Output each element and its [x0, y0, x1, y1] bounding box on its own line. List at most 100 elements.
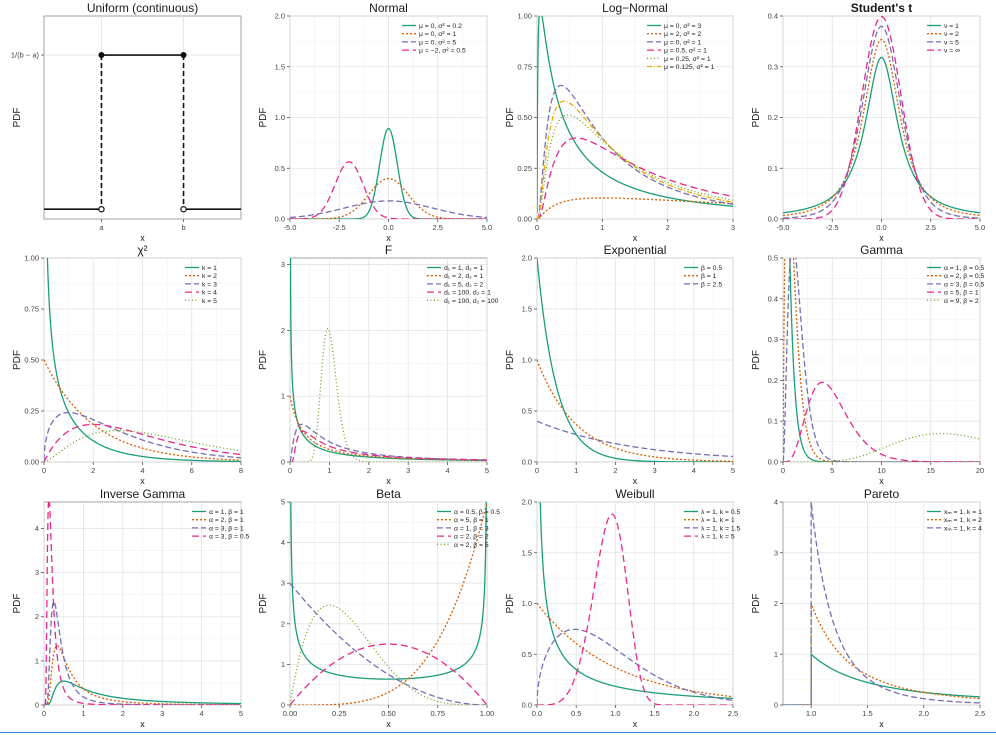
legend-label: λ = 1, k = 5 — [701, 534, 735, 541]
y-tick-label: 0.2 — [768, 376, 778, 385]
x-tick-label: 2 — [613, 466, 617, 475]
legend-label: k = 2 — [202, 273, 217, 280]
legend-label: α = 0.5, β = 0.5 — [454, 509, 500, 516]
x-axis-label: x — [386, 476, 391, 486]
uniform-closed-point-b — [180, 52, 187, 59]
legend-label: k = 4 — [202, 290, 217, 297]
y-tick-label: 1 — [281, 660, 285, 669]
legend-label: μ = 0.125, σ² = 1 — [664, 64, 715, 71]
x-axis-label: x — [140, 476, 145, 486]
y-tick-label: 0.00 — [517, 215, 532, 224]
y-tick-label: 0.2 — [768, 113, 778, 122]
series-line — [44, 423, 241, 462]
x-tick-label: 1.5 — [649, 709, 659, 718]
y-tick-label: 4 — [281, 538, 285, 547]
series-group — [537, 502, 733, 705]
uniform-closed-point-a — [98, 52, 105, 59]
y-tick-label: 2.0 — [522, 498, 532, 507]
legend-label: xₘ = 1, k = 1 — [944, 509, 982, 516]
x-axis-label: x — [140, 719, 145, 729]
bottom-rule — [0, 732, 996, 733]
chart-panel: 0.0 0.5 1.0 1.5 2.0 2.5 0.0 0.5 1.0 1.5 2.0 Weibull… — [505, 487, 741, 729]
x-tick-label: 5.0 — [482, 223, 492, 232]
x-tick-label: 0 — [781, 466, 785, 475]
legend-label: μ = 0.5, σ² = 1 — [664, 48, 707, 55]
y-axis-label: PDF — [258, 108, 269, 128]
series-line — [537, 84, 733, 219]
x-tick-label: 0 — [42, 709, 46, 718]
series-line — [537, 513, 733, 705]
legend-label: α = 9, β = 2 — [944, 298, 979, 305]
series-line — [44, 645, 241, 705]
series-line — [783, 16, 980, 219]
series-line — [789, 258, 980, 462]
y-tick-label: 0.5 — [768, 254, 778, 263]
x-tick-label: 2.5 — [926, 223, 936, 232]
legend-label: β = 0.5 — [701, 265, 722, 272]
x-tick-label: b — [181, 223, 185, 232]
legend: k = 1k = 2k = 3 k = 4k = 5 — [185, 265, 217, 305]
legend-label: ν = 1 — [944, 23, 959, 30]
series-line — [537, 628, 733, 705]
series-line — [290, 430, 487, 462]
legend: μ = 0, σ² = 3μ = 2, σ² = 2μ = 0, σ² = 1 μ… — [647, 23, 715, 71]
y-tick-label: 1.5 — [522, 305, 532, 314]
series-line — [290, 127, 487, 219]
y-tick-label: 0 — [35, 701, 39, 710]
series-line — [44, 359, 241, 461]
x-tick-label: 2 — [91, 466, 95, 475]
y-tick-label: 0 — [281, 458, 285, 467]
series-line — [783, 56, 980, 214]
legend-label: d₁ = 2, d₂ = 1 — [444, 273, 484, 280]
series-line — [783, 652, 980, 705]
y-axis-label: PDF — [12, 350, 23, 370]
x-tick-label: 0.50 — [381, 709, 396, 718]
x-tick-label: 5 — [830, 466, 834, 475]
x-tick-label: a — [99, 223, 104, 232]
chart-title: Weibull — [615, 487, 654, 501]
legend-label: β = 1 — [701, 273, 717, 280]
x-axis-label: x — [879, 476, 884, 486]
y-tick-label: 3 — [774, 548, 778, 557]
y-tick-label: 3 — [281, 579, 285, 588]
legend-label: α = 2, β = 2 — [454, 534, 489, 541]
legend-label: d₁ = 100, d₂ = 1 — [444, 290, 491, 297]
x-tick-label: 5 — [239, 709, 243, 718]
y-tick-label: 0.3 — [768, 335, 778, 344]
plot-frame — [43, 15, 242, 220]
x-tick-label: 3 — [406, 466, 410, 475]
y-tick-label: 1.0 — [522, 356, 532, 365]
x-tick-label: 6 — [190, 466, 194, 475]
x-axis-label: x — [633, 719, 638, 729]
legend-label: α = 5, β = 1 — [454, 517, 489, 524]
y-tick-label: 0.5 — [522, 407, 532, 416]
legend-label: μ = 0, σ² = 3 — [664, 23, 701, 30]
legend: β = 0.5β = 1β = 2.5 — [684, 265, 722, 288]
x-tick-label: 2.5 — [728, 709, 738, 718]
x-axis-label: x — [386, 233, 391, 243]
series-line — [290, 502, 487, 705]
series-line — [46, 258, 241, 462]
x-tick-label: 1 — [327, 466, 331, 475]
y-tick-label: 0.75 — [24, 305, 39, 314]
legend: μ = 0, σ² = 0.2μ = 0, σ² = 1μ = 0, σ² = … — [402, 23, 466, 55]
chart-title: Exponential — [604, 243, 667, 257]
x-tick-label: 4 — [692, 466, 696, 475]
legend-label: λ = 1, k = 1 — [701, 517, 735, 524]
legend-label: k = 5 — [202, 298, 217, 305]
legend-label: d₁ = 5, d₂ = 2 — [444, 281, 484, 288]
series-line — [537, 258, 733, 462]
x-tick-label: 1 — [600, 223, 604, 232]
x-tick-label: -5.0 — [777, 223, 790, 232]
y-tick-label: 4 — [774, 498, 778, 507]
y-tick-label: 3 — [35, 568, 39, 577]
legend-label: α = 2, β = 1 — [209, 517, 244, 524]
y-tick-label: 0.75 — [517, 62, 532, 71]
series-line — [537, 137, 733, 219]
y-axis-label: PDF — [12, 594, 23, 614]
legend-label: α = 5, β = 1 — [944, 290, 979, 297]
series-line — [290, 582, 487, 705]
y-tick-label: 1 — [35, 656, 39, 665]
y-tick-label: 1 — [774, 650, 778, 659]
